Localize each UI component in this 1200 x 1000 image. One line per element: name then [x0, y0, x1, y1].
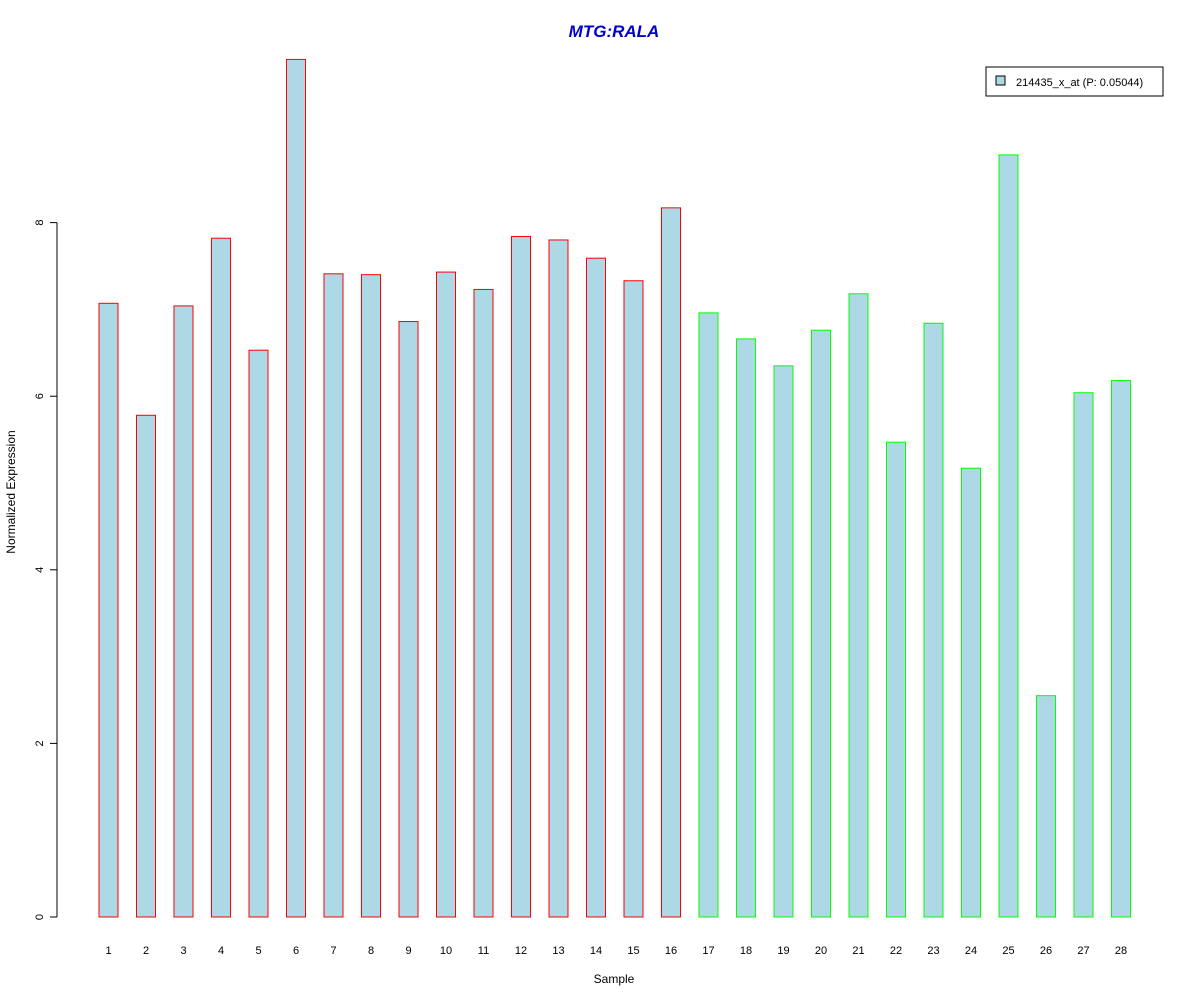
bar-sample-11 — [473, 288, 494, 918]
y-tick-label: 8 — [34, 220, 46, 226]
x-tick-label: 15 — [627, 945, 639, 957]
bar-sample-1 — [98, 302, 119, 918]
bar-sample-24 — [961, 467, 981, 918]
legend-entry-label: 214435_x_at (P: 0.05044) — [1016, 77, 1143, 89]
y-tick-label: 6 — [34, 393, 46, 399]
y-axis: 0 2 4 6 8 — [34, 220, 58, 920]
bar-sample-18 — [736, 338, 756, 918]
bar-sample-3 — [173, 305, 194, 918]
x-tick-label: 24 — [965, 945, 977, 957]
x-tick-label: 18 — [740, 945, 752, 957]
x-tick-label: 16 — [665, 945, 677, 957]
x-tick-label: 7 — [330, 945, 336, 957]
bar-sample-27 — [1073, 392, 1094, 918]
x-tick-label: 26 — [1040, 945, 1052, 957]
y-axis-label: Normalized Expression — [4, 430, 18, 553]
x-tick-label: 6 — [293, 945, 299, 957]
bar-sample-22 — [886, 441, 906, 918]
bar-sample-16 — [661, 207, 681, 918]
x-tick-label: 5 — [255, 945, 261, 957]
legend: 214435_x_at (P: 0.05044) — [985, 66, 1164, 97]
bar-sample-28 — [1111, 380, 1131, 918]
legend-swatch — [995, 75, 1006, 86]
bar-sample-6 — [286, 58, 306, 918]
bar-sample-26 — [1036, 695, 1056, 918]
x-tick-label: 23 — [927, 945, 939, 957]
x-tick-label: 17 — [702, 945, 714, 957]
bar-sample-15 — [623, 280, 644, 918]
bar-sample-17 — [698, 312, 719, 918]
bar-sample-8 — [361, 274, 381, 918]
x-axis-tick-labels: 1 2 3 4 5 6 7 8 9 10 11 12 13 14 15 16 17 18 19 20 21 22 23 24 2… — [105, 945, 1127, 957]
x-tick-label: 10 — [440, 945, 452, 957]
bar-sample-13 — [548, 239, 569, 918]
y-tick-label: 2 — [34, 740, 46, 746]
x-tick-label: 22 — [890, 945, 902, 957]
x-tick-label: 12 — [515, 945, 527, 957]
x-tick-label: 13 — [552, 945, 564, 957]
x-tick-label: 8 — [368, 945, 374, 957]
bar-sample-12 — [511, 235, 531, 918]
bars-group — [98, 58, 1131, 918]
bar-sample-20 — [811, 329, 831, 918]
bar-sample-4 — [211, 237, 231, 918]
x-tick-label: 9 — [405, 945, 411, 957]
y-tick-label: 0 — [34, 914, 46, 920]
bar-sample-23 — [923, 322, 944, 918]
bar-sample-2 — [136, 414, 156, 918]
bar-sample-21 — [848, 293, 869, 918]
y-tick-label: 4 — [34, 567, 46, 573]
bar-sample-9 — [398, 321, 419, 918]
x-tick-label: 2 — [143, 945, 149, 957]
bar-sample-25 — [998, 154, 1019, 918]
bar-sample-19 — [773, 365, 794, 918]
x-tick-label: 25 — [1002, 945, 1014, 957]
legend-box — [985, 66, 1164, 97]
x-tick-label: 27 — [1077, 945, 1089, 957]
x-tick-label: 14 — [590, 945, 602, 957]
x-tick-label: 28 — [1115, 945, 1127, 957]
x-tick-label: 20 — [815, 945, 827, 957]
x-axis-label: Sample — [594, 972, 635, 986]
x-tick-label: 11 — [478, 945, 489, 957]
x-tick-label: 3 — [180, 945, 186, 957]
x-tick-label: 4 — [218, 945, 224, 957]
bar-sample-10 — [436, 271, 456, 918]
x-tick-label: 21 — [852, 945, 864, 957]
bar-sample-7 — [323, 273, 344, 918]
x-tick-label: 19 — [777, 945, 789, 957]
chart-title: MTG:RALA — [569, 22, 660, 41]
bar-sample-5 — [248, 349, 269, 918]
x-tick-label: 1 — [105, 945, 111, 957]
bar-sample-14 — [586, 257, 606, 918]
